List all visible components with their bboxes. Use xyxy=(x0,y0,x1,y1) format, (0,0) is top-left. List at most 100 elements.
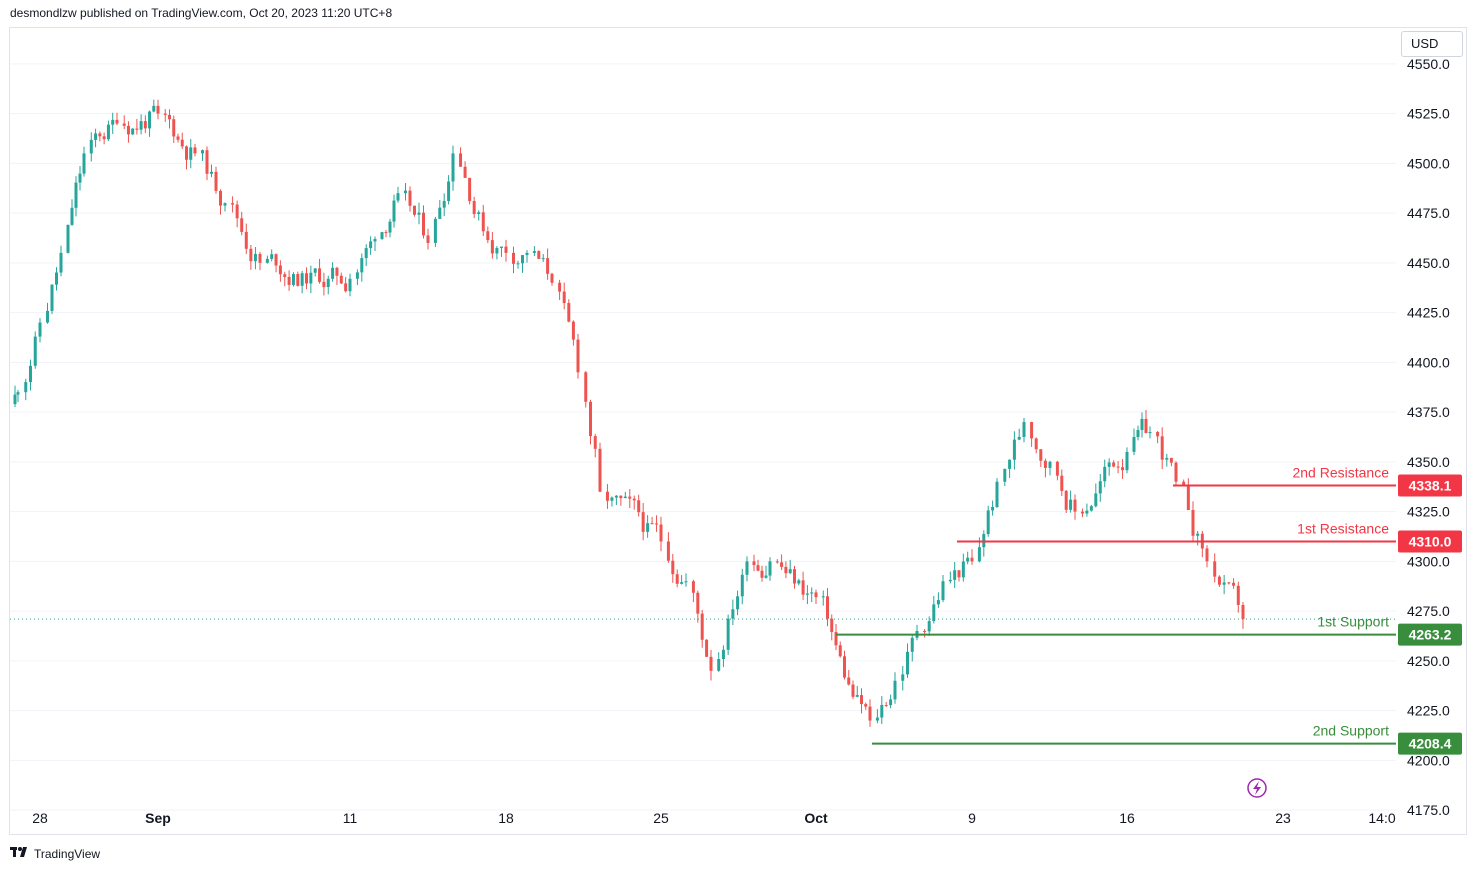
candle xyxy=(335,266,339,286)
candle-body xyxy=(1069,499,1073,510)
candle-body xyxy=(1182,481,1186,485)
candle xyxy=(244,223,248,254)
candle-body xyxy=(923,631,927,633)
candle xyxy=(122,115,126,130)
candle-body xyxy=(253,253,257,262)
candle xyxy=(936,592,940,608)
currency-selector[interactable]: USD xyxy=(1401,31,1463,57)
candle-body xyxy=(966,557,970,562)
candle xyxy=(472,196,476,219)
candle xyxy=(115,112,119,126)
candle xyxy=(408,186,412,212)
candle-body xyxy=(512,252,515,264)
candle-body xyxy=(948,579,952,582)
candle-body xyxy=(1174,462,1178,482)
candle-body xyxy=(1008,459,1012,469)
candle xyxy=(593,433,597,458)
candle xyxy=(768,557,772,581)
candle xyxy=(287,270,291,291)
candle xyxy=(628,489,632,509)
candle xyxy=(313,268,317,277)
candle xyxy=(1125,447,1129,474)
candle-body xyxy=(1116,466,1120,468)
candle-body xyxy=(995,481,999,507)
candle xyxy=(249,244,253,270)
candle-body xyxy=(143,121,147,129)
candle xyxy=(499,246,503,257)
candle xyxy=(847,670,851,686)
candle-body xyxy=(953,570,957,580)
candle-body xyxy=(1017,436,1021,440)
candle-body xyxy=(731,609,735,619)
resistance-level-4310-0: 1st Resistance 4310.0 xyxy=(957,520,1462,553)
candle xyxy=(740,568,744,605)
candle xyxy=(584,370,588,408)
candle-body xyxy=(986,510,990,535)
candle-body xyxy=(481,212,485,232)
candle-body xyxy=(438,207,442,219)
candle-body xyxy=(1022,422,1026,437)
candle xyxy=(426,228,430,250)
candle-body xyxy=(598,448,602,492)
candle xyxy=(512,246,515,274)
candle xyxy=(546,248,550,280)
candle-body xyxy=(868,706,872,721)
candle xyxy=(1034,437,1038,454)
candle-body xyxy=(1156,431,1160,437)
candle-body xyxy=(152,105,156,112)
candle xyxy=(180,132,184,149)
candle xyxy=(495,246,499,260)
candle-body xyxy=(1012,439,1016,460)
candle xyxy=(176,133,180,143)
candle-body xyxy=(495,247,499,254)
candle-body xyxy=(13,394,17,405)
candle-body xyxy=(780,562,784,567)
candle-body xyxy=(970,557,974,562)
candle-body xyxy=(451,153,455,182)
candle xyxy=(396,186,400,203)
candle xyxy=(240,211,244,236)
candle xyxy=(1196,530,1200,546)
candle xyxy=(1043,458,1047,478)
candle xyxy=(223,202,227,212)
candle xyxy=(318,258,322,284)
candle-body xyxy=(567,303,571,322)
candle xyxy=(760,565,764,582)
candle xyxy=(1069,490,1073,513)
candle xyxy=(300,270,304,294)
candle xyxy=(516,260,520,269)
candle-body xyxy=(801,580,805,595)
candle-body xyxy=(388,221,392,233)
lightning-icon[interactable] xyxy=(1247,778,1267,798)
y-tick-label: 4350.0 xyxy=(1407,454,1450,470)
candle xyxy=(605,484,609,509)
candle-body xyxy=(274,254,278,266)
candle-body xyxy=(364,248,368,259)
candle-body xyxy=(1080,511,1084,514)
candle-body xyxy=(180,139,184,147)
candle xyxy=(504,239,508,262)
resistance-level-4338-1: 2nd Resistance 4338.1 xyxy=(1173,465,1462,497)
candle xyxy=(46,302,49,324)
candle-body xyxy=(163,113,167,115)
candle-body xyxy=(472,201,476,214)
candle xyxy=(1064,490,1068,513)
support-level-4263-2: 1st Support 4263.2 xyxy=(836,614,1462,646)
tradingview-footer[interactable]: TradingView xyxy=(10,846,100,861)
candle-body xyxy=(1085,510,1089,514)
candle xyxy=(953,562,957,589)
candle-body xyxy=(392,200,396,222)
candle-body xyxy=(821,596,825,598)
candle xyxy=(152,99,156,113)
candle-body xyxy=(650,523,654,525)
candle xyxy=(1022,417,1026,443)
level-name: 1st Resistance xyxy=(1297,520,1389,536)
candle-body xyxy=(1003,468,1007,482)
candle xyxy=(1165,453,1169,467)
candle xyxy=(726,614,730,656)
candle xyxy=(16,389,20,403)
candle xyxy=(641,503,645,541)
candle-body xyxy=(287,276,291,285)
candle xyxy=(490,231,494,259)
